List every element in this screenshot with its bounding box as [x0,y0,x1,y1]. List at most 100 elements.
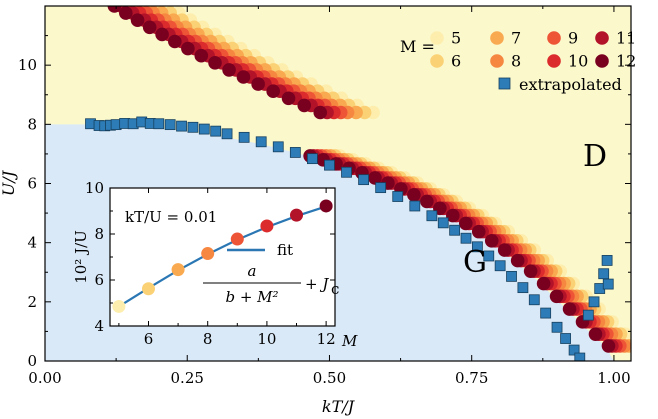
extrapolated-point [341,166,352,178]
extrapolated-point [198,123,210,135]
extrapolated-layer [85,116,614,361]
extrapolated-point [506,270,517,282]
y-axis-label: U/J [0,169,18,196]
x-axis-label: kT/J [322,397,356,416]
legend-label-m-11: 11 [616,29,636,48]
region-label-g: G [463,245,487,280]
legend-title: M = [400,37,435,56]
extrapolated-point [471,241,483,253]
inset-y-tick-label: 10 [85,179,104,197]
extrapolated-point [255,136,267,148]
extrapolated-point [187,121,199,133]
extrapolated-point [358,174,370,186]
extrapolated-point [598,268,610,280]
inset-legend-fit-label: fit [277,241,293,259]
series-m-12-lower-point [536,276,551,291]
legend-label-m-7: 7 [511,29,521,48]
extrapolated-point [306,153,318,165]
extrapolated-point [483,250,495,262]
legend-marker-m-9 [547,31,561,45]
inset-x-axis-label: M [341,332,358,350]
extrapolated-point [437,217,449,229]
inset-points [112,199,333,313]
extrapolated-point [494,260,506,272]
series-m-12-lower-point [601,339,616,353]
y-tick-label: 4 [27,234,37,252]
series-m-12-upper-point [281,91,296,106]
extrapolated-point [426,210,438,222]
extrapolated-point [409,200,421,212]
extrapolated-point [221,128,233,140]
extrapolated-point [460,232,472,244]
legend-label-m-9: 9 [568,29,578,48]
extrapolated-point [375,182,387,194]
extrapolated-point [601,255,613,266]
extrapolated-point [210,125,222,137]
series-m-12-lower-point [420,194,434,209]
series-m-12-upper-point [251,77,265,91]
series-m-12-upper-point [297,98,312,113]
extrapolated-point [164,119,176,131]
legend-label-m-8: 8 [511,52,521,71]
formula-denominator: b + M² [225,288,278,306]
inset-y-tick-label: 6 [94,271,104,289]
legend-label-m-5: 5 [451,29,461,48]
series-m-12-upper-point [155,27,169,42]
series-m-12-upper-point [266,84,280,98]
inset-point-m-6 [141,282,155,296]
legend-label-extrapolated: extrapolated [519,75,622,94]
series-m-12-upper-point [142,20,157,35]
series-m-12-lower-point [523,264,538,278]
inset-point-m-11 [290,208,304,222]
inset-point-m-12 [319,199,333,213]
inset-x-tick-label: 8 [203,330,213,348]
series-m-12-upper-point [130,13,145,27]
extrapolated-point [517,282,529,294]
y-tick-label: 10 [18,56,37,74]
x-tick-label: 0.25 [171,369,204,387]
inset-x-tick-label: 12 [317,330,336,348]
series-m-12-upper-point [194,48,209,63]
extrapolated-point [272,141,284,153]
inset-point-m-8 [201,247,215,261]
extrapolated-point [602,278,614,290]
series-m-12-lower-point [484,234,499,248]
inset-point-m-7 [171,263,185,277]
extrapolated-point [560,333,571,344]
extrapolated-point [324,159,335,171]
legend-marker-m-7 [490,31,504,45]
legend-marker-m-5 [430,31,444,45]
x-tick-label: 0.50 [313,369,346,387]
inset-legend: fit [227,241,293,259]
series-m-12-lower-point [471,224,486,239]
formula-numerator: a [248,262,257,280]
series-m-12-lower-point [458,216,473,231]
series-m-12-upper-point [119,6,133,20]
y-tick-label: 6 [27,175,37,193]
series-m-12-upper-point [181,41,195,56]
inset-y-tick-label: 8 [94,225,104,243]
series-m-12-lower-point [407,188,421,202]
legend-marker-m-8 [490,54,504,68]
series-m-12-upper-point [107,6,122,13]
series-m-12-lower-point [549,289,564,304]
series-m-12-lower-point [497,243,512,257]
series-m-12-lower-point [446,208,460,223]
extrapolated-point [238,131,250,143]
series-m-12-lower-point [368,171,382,185]
main-axis-ticks: 0.00 0.25 0.50 0.75 1.00 0 2 4 6 8 10 [18,6,631,387]
inset-x-tick-label: 10 [257,330,276,348]
series-m-12-upper-point [236,70,251,84]
series-m-12-upper-point [208,56,222,70]
extrapolated-point [582,309,594,321]
formula-suffix: + J [305,275,329,293]
extrapolated-point [449,224,461,236]
extrapolated-point [153,118,165,130]
legend: M = 5 6 7 8 9 10 11 12 extrapolated [400,29,636,95]
extrapolated-point [540,307,552,319]
legend-label-m-6: 6 [451,52,461,71]
extrapolated-point [528,294,540,306]
legend-label-m-10: 10 [568,52,588,71]
